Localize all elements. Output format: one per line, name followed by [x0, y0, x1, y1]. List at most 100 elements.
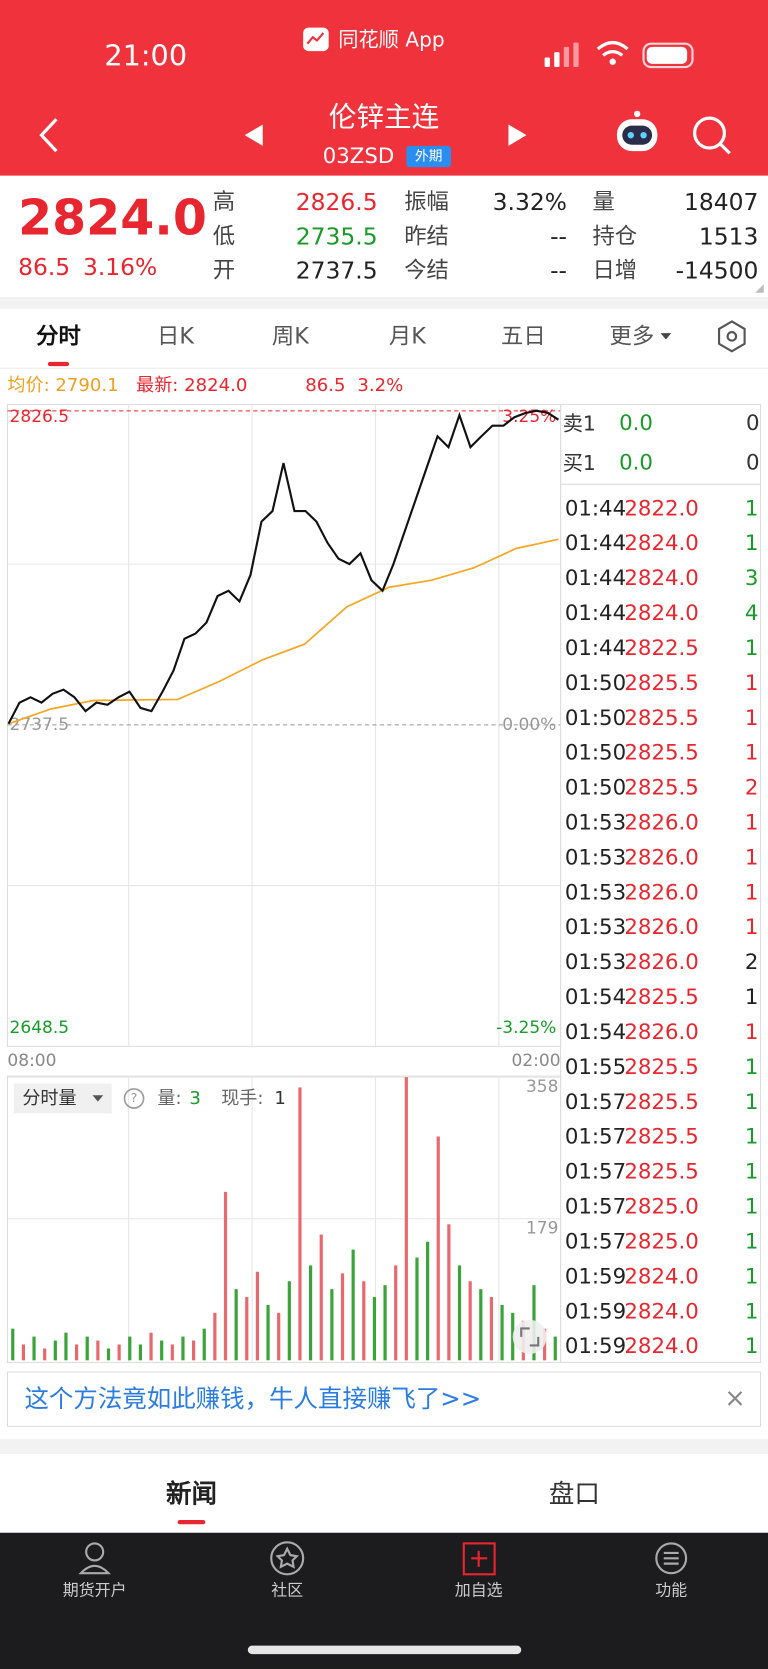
trade-volume: 4 — [745, 601, 759, 626]
trade-time: 01:53 — [565, 845, 626, 870]
trade-time: 01:44 — [565, 531, 626, 556]
ad-close[interactable]: × — [724, 1384, 745, 1414]
robot-icon[interactable] — [616, 110, 658, 152]
ad-banner[interactable] — [6, 1371, 762, 1427]
volume-bar — [319, 1234, 323, 1361]
volume-bar — [245, 1297, 249, 1361]
stat-value: -14500 — [676, 256, 759, 284]
tab[interactable]: 更多 — [610, 323, 655, 349]
volume-legend: 分时量 — [22, 1088, 76, 1109]
trade-time: 01:57 — [565, 1229, 626, 1254]
stat-label: 今结 — [404, 257, 449, 283]
volume-selector-arrow — [92, 1095, 104, 1102]
next-button[interactable] — [508, 124, 527, 146]
trade-volume: 1 — [745, 915, 759, 940]
back-button[interactable] — [39, 118, 58, 153]
stat-value: 18407 — [684, 188, 758, 216]
trade-price: 2825.0 — [624, 1195, 698, 1220]
corner-mark — [755, 284, 764, 293]
volume-bar — [255, 1271, 260, 1361]
volume-bar — [213, 1312, 217, 1361]
trade-volume: 1 — [745, 1125, 759, 1150]
volume-bar — [277, 1312, 281, 1361]
nav-item[interactable]: 社区 — [271, 1581, 303, 1600]
volume-bar — [553, 1336, 557, 1361]
volume-bar — [330, 1289, 334, 1361]
trade-volume: 1 — [745, 880, 759, 905]
tab[interactable]: 月K — [389, 323, 427, 349]
trade-price: 2825.5 — [624, 1055, 698, 1080]
trade-price: 2825.5 — [624, 671, 698, 696]
trade-time: 01:57 — [565, 1125, 626, 1150]
volume-bar — [170, 1344, 174, 1361]
nav-item[interactable]: 期货开户 — [63, 1581, 127, 1600]
battery — [642, 42, 694, 69]
add-plus — [471, 1550, 488, 1567]
trade-time: 01:44 — [565, 636, 626, 661]
trade-price: 2824.0 — [624, 1264, 698, 1289]
trade-time: 01:53 — [565, 880, 626, 905]
nav-item[interactable]: 功能 — [655, 1581, 687, 1600]
trade-price: 2824.0 — [624, 601, 698, 626]
trade-time: 01:55 — [565, 1055, 626, 1080]
settings-dot — [726, 331, 738, 342]
trade-time: 01:59 — [565, 1264, 626, 1289]
trade-price: 2822.0 — [624, 496, 698, 521]
bottom-tab[interactable]: 盘口 — [549, 1479, 600, 1509]
price-line — [7, 409, 560, 725]
search-button[interactable] — [693, 116, 726, 150]
trade-price: 2826.0 — [624, 880, 698, 905]
volume-bar — [138, 1344, 143, 1361]
help-mark: ? — [131, 1091, 138, 1106]
trade-time: 01:44 — [565, 601, 626, 626]
bottom-tab[interactable]: 新闻 — [166, 1479, 217, 1509]
trade-volume: 1 — [745, 1229, 759, 1254]
qty-label: 量: — [157, 1088, 181, 1109]
qty-value: 3 — [189, 1088, 201, 1109]
help-icon[interactable] — [123, 1088, 145, 1109]
header-title: 伦锌主连 — [329, 101, 440, 134]
y-tick-label: 2826.5 — [10, 407, 70, 427]
tab[interactable]: 日K — [157, 323, 195, 349]
trade-volume: 1 — [745, 1020, 759, 1045]
volume-bar — [426, 1241, 430, 1361]
trade-price: 2825.0 — [624, 1229, 698, 1254]
x-label: 08:00 — [7, 1051, 56, 1071]
volume-bar — [404, 1077, 408, 1361]
trade-time: 01:50 — [565, 776, 626, 801]
volume-bar — [489, 1297, 494, 1361]
nav-item[interactable]: 加自选 — [455, 1581, 503, 1600]
avg-line — [8, 538, 559, 725]
trade-volume: 3 — [745, 566, 759, 591]
tab[interactable]: 周K — [272, 323, 310, 349]
trade-time: 01:59 — [565, 1334, 626, 1359]
volume-bar — [479, 1289, 483, 1361]
hand-label: 现手: — [221, 1088, 263, 1109]
pct-label: 3.25% — [502, 407, 556, 427]
tab[interactable]: 五日 — [501, 323, 546, 349]
volume-bar — [149, 1332, 153, 1361]
stat-label: 日增 — [592, 257, 637, 283]
volume-bar — [53, 1340, 57, 1361]
info-change-pct: 3.2% — [357, 375, 403, 396]
trade-price: 2825.5 — [624, 1090, 698, 1115]
trade-volume: 1 — [745, 706, 759, 731]
tab[interactable]: 分时 — [36, 323, 81, 349]
zoom-button[interactable] — [512, 1319, 547, 1354]
volume-bar — [468, 1281, 472, 1361]
volume-bar — [11, 1328, 15, 1361]
trade-time: 01:50 — [565, 671, 626, 696]
trade-price: 2824.0 — [624, 531, 698, 556]
trade-price: 2826.0 — [624, 1020, 698, 1045]
prev-button[interactable] — [244, 124, 263, 146]
hand-value: 1 — [274, 1088, 286, 1109]
book-label: 买1 — [563, 451, 596, 475]
trade-time: 01:53 — [565, 915, 626, 940]
volume-bar — [32, 1336, 36, 1361]
volume-bar — [362, 1281, 366, 1361]
settings-button[interactable] — [718, 320, 746, 353]
trade-volume: 1 — [745, 671, 759, 696]
quote-change: 86.5 — [18, 253, 70, 281]
app-icon-line — [306, 32, 325, 45]
